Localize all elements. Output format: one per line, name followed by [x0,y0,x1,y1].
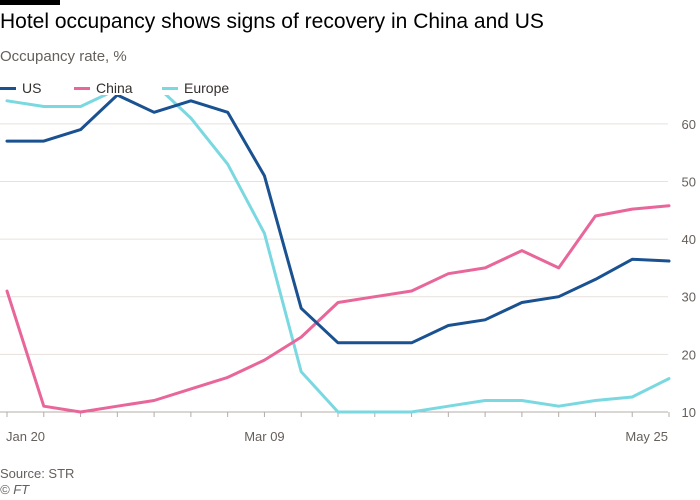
chart-title: Hotel occupancy shows signs of recovery … [0,10,544,33]
y-tick-label: 60 [682,117,696,132]
legend-label-china: China [96,80,133,96]
x-tick-label: Mar 09 [244,429,284,444]
legend-label-europe: Europe [184,80,230,96]
series-line-europe [5,95,671,414]
legend-label-us: US [22,80,42,96]
source-note: Source: STR [0,466,75,481]
legend-swatch-europe [162,87,178,90]
chart-subtitle: Occupancy rate, % [0,48,127,65]
series-line-us [5,95,671,345]
x-tick-label: May 25 [625,429,668,444]
y-tick-label: 20 [682,347,696,362]
legend-swatch-us [0,87,16,90]
series-line-china [5,204,671,414]
y-tick-label: 50 [682,174,696,189]
copyright-credit: © FT [0,482,30,497]
line-chart: 10 20 30 40 50 60 Jan 20 Mar 09 May 25 [0,95,696,444]
legend-swatch-china [74,87,90,90]
brand-bar [0,0,60,5]
y-tick-label: 10 [682,405,696,420]
y-tick-label: 40 [682,232,696,247]
y-tick-label: 30 [682,290,696,305]
x-tick-label: Jan 20 [6,429,45,444]
